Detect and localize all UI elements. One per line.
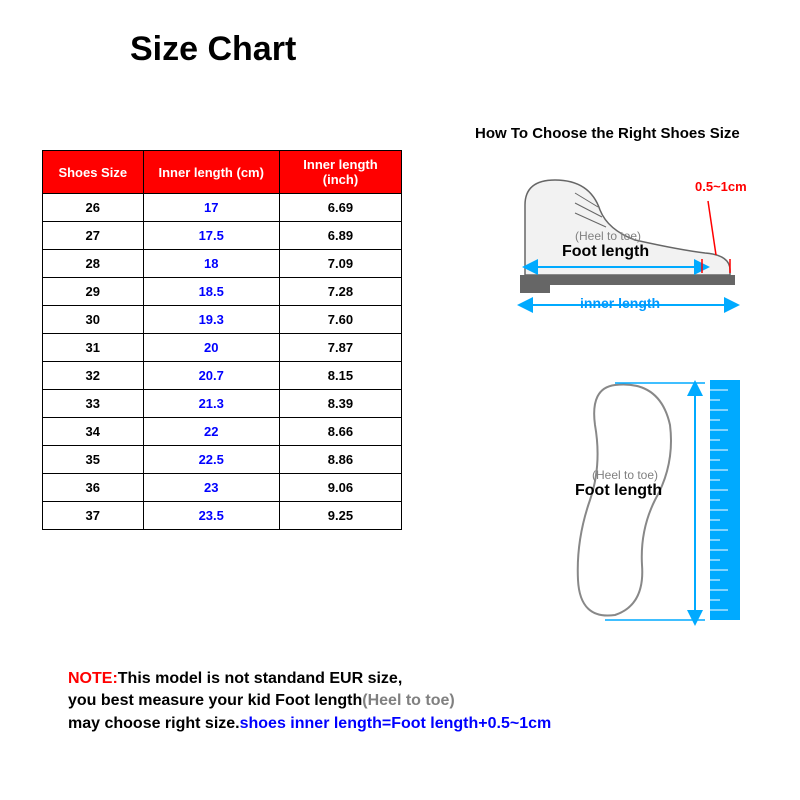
table-row: 34228.66: [43, 418, 402, 446]
foot-length-label-1: Foot length: [562, 243, 649, 261]
cell-size: 32: [43, 362, 144, 390]
cell-inch: 9.25: [279, 502, 401, 530]
cell-cm: 19.3: [143, 306, 279, 334]
cell-cm: 20: [143, 334, 279, 362]
size-table: Shoes Size Inner length (cm) Inner lengt…: [42, 150, 402, 530]
inner-length-label: inner length: [580, 295, 660, 311]
cell-size: 34: [43, 418, 144, 446]
table-row: 3723.59.25: [43, 502, 402, 530]
cell-size: 35: [43, 446, 144, 474]
table-body: 26176.692717.56.8928187.092918.57.283019…: [43, 194, 402, 530]
cell-inch: 8.66: [279, 418, 401, 446]
col-inner-inch: Inner length (inch): [279, 151, 401, 194]
cell-size: 28: [43, 250, 144, 278]
gap-leader-line: [708, 201, 716, 255]
cell-size: 31: [43, 334, 144, 362]
size-table-container: Shoes Size Inner length (cm) Inner lengt…: [42, 150, 402, 530]
note-line3b: shoes inner length=Foot length+0.5~1cm: [240, 715, 552, 732]
howto-title: How To Choose the Right Shoes Size: [475, 125, 740, 142]
col-shoes-size: Shoes Size: [43, 151, 144, 194]
cell-cm: 22.5: [143, 446, 279, 474]
cell-cm: 22: [143, 418, 279, 446]
insole-svg: [530, 370, 760, 630]
cell-cm: 18: [143, 250, 279, 278]
cell-size: 26: [43, 194, 144, 222]
cell-cm: 17.5: [143, 222, 279, 250]
table-row: 36239.06: [43, 474, 402, 502]
cell-inch: 7.87: [279, 334, 401, 362]
cell-cm: 21.3: [143, 390, 279, 418]
cell-inch: 8.15: [279, 362, 401, 390]
table-row: 31207.87: [43, 334, 402, 362]
cell-inch: 7.28: [279, 278, 401, 306]
cell-cm: 23: [143, 474, 279, 502]
cell-size: 37: [43, 502, 144, 530]
cell-size: 36: [43, 474, 144, 502]
note-line3a: may choose right size.: [68, 715, 240, 732]
note-block: NOTE:This model is not standand EUR size…: [68, 668, 551, 735]
foot-length-label-2: Foot length: [575, 482, 662, 500]
note-line1: This model is not standand EUR size,: [118, 670, 402, 687]
cell-size: 33: [43, 390, 144, 418]
heel-toe-label-1: (Heel to toe): [575, 229, 641, 243]
table-row: 3019.37.60: [43, 306, 402, 334]
cell-inch: 6.89: [279, 222, 401, 250]
shoe-diagram: 0.5~1cm (Heel to toe) Foot length inner …: [480, 155, 770, 325]
page-title: Size Chart: [130, 30, 296, 69]
cell-cm: 17: [143, 194, 279, 222]
gap-label: 0.5~1cm: [695, 179, 747, 194]
cell-size: 29: [43, 278, 144, 306]
table-row: 28187.09: [43, 250, 402, 278]
cell-size: 30: [43, 306, 144, 334]
table-row: 3522.58.86: [43, 446, 402, 474]
cell-inch: 8.86: [279, 446, 401, 474]
cell-inch: 8.39: [279, 390, 401, 418]
cell-cm: 20.7: [143, 362, 279, 390]
heel-toe-label-2: (Heel to toe): [592, 468, 658, 482]
insole-diagram: (Heel to toe) Foot length: [530, 370, 760, 630]
table-header-row: Shoes Size Inner length (cm) Inner lengt…: [43, 151, 402, 194]
table-row: 3321.38.39: [43, 390, 402, 418]
cell-inch: 9.06: [279, 474, 401, 502]
note-line2b: (Heel to toe): [362, 692, 454, 709]
table-row: 3220.78.15: [43, 362, 402, 390]
cell-inch: 7.09: [279, 250, 401, 278]
cell-size: 27: [43, 222, 144, 250]
note-line2a: you best measure your kid Foot length: [68, 692, 362, 709]
cell-inch: 7.60: [279, 306, 401, 334]
table-row: 2918.57.28: [43, 278, 402, 306]
cell-cm: 18.5: [143, 278, 279, 306]
table-row: 2717.56.89: [43, 222, 402, 250]
cell-cm: 23.5: [143, 502, 279, 530]
cell-inch: 6.69: [279, 194, 401, 222]
insole-outline: [578, 385, 671, 616]
shoe-sole: [520, 275, 735, 285]
note-label: NOTE:: [68, 670, 118, 687]
col-inner-cm: Inner length (cm): [143, 151, 279, 194]
table-row: 26176.69: [43, 194, 402, 222]
